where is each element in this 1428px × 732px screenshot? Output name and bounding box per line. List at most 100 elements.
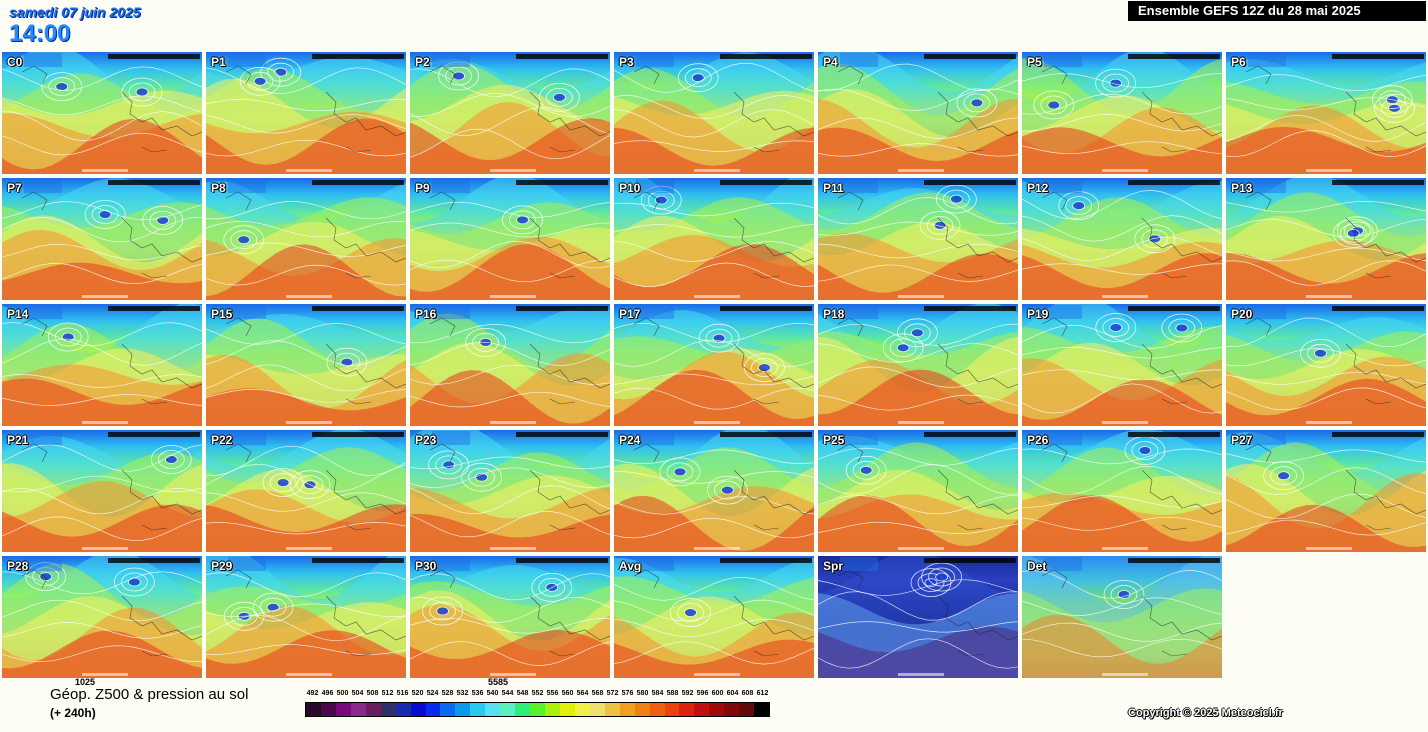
ensemble-map-p8[interactable]: P8 — [206, 178, 406, 300]
scale-tick-label: 560 — [561, 690, 574, 697]
map-logo — [432, 431, 470, 445]
scale-swatch — [604, 703, 620, 716]
ensemble-map-p22[interactable]: P22 — [206, 430, 406, 552]
map-footer-strip — [1102, 421, 1148, 424]
map-header-strip — [1128, 432, 1220, 437]
ensemble-map-grid: C0 P1 P2 P3 P4 P5 P6 P7 P8 P9 P10 P11 P12 P13 P14 P15 P1… — [2, 52, 1426, 678]
map-logo — [228, 305, 266, 319]
ensemble-map-det[interactable]: Det — [1022, 556, 1222, 678]
ensemble-map-c0[interactable]: C0 — [2, 52, 202, 174]
color-scale-bar — [305, 702, 770, 717]
ensemble-map-p16[interactable]: P16 — [410, 304, 610, 426]
ensemble-map-p30[interactable]: P30 — [410, 556, 610, 678]
scale-swatch — [515, 703, 531, 716]
map-header-strip — [516, 432, 608, 437]
ensemble-map-p19[interactable]: P19 — [1022, 304, 1222, 426]
map-footer-strip — [1306, 421, 1352, 424]
scale-swatch — [709, 703, 725, 716]
map-logo — [1248, 305, 1286, 319]
map-header-strip — [1332, 180, 1424, 185]
ensemble-map-p23[interactable]: P23 — [410, 430, 610, 552]
map-logo — [1248, 53, 1286, 67]
ensemble-map-p6[interactable]: P6 — [1226, 52, 1426, 174]
map-footer-strip — [490, 547, 536, 550]
scale-tick-label: 588 — [666, 690, 679, 697]
map-logo — [24, 431, 62, 445]
scale-swatch — [739, 703, 755, 716]
map-field — [410, 52, 610, 174]
map-field — [614, 52, 814, 174]
map-header-strip — [312, 306, 404, 311]
ensemble-map-p11[interactable]: P11 — [818, 178, 1018, 300]
ensemble-map-p4[interactable]: P4 — [818, 52, 1018, 174]
map-header-strip — [924, 180, 1016, 185]
scale-swatch — [365, 703, 381, 716]
ensemble-map-p27[interactable]: P27 — [1226, 430, 1426, 552]
map-field — [2, 304, 202, 426]
scale-swatch — [306, 703, 321, 716]
ensemble-map-p9[interactable]: P9 — [410, 178, 610, 300]
scale-tick-label: 580 — [636, 690, 649, 697]
map-header-strip — [312, 432, 404, 437]
ensemble-map-p1[interactable]: P1 — [206, 52, 406, 174]
ensemble-map-p26[interactable]: P26 — [1022, 430, 1222, 552]
scale-tick-label: 556 — [546, 690, 559, 697]
map-field — [1226, 178, 1426, 300]
ensemble-map-p28[interactable]: P28 — [2, 556, 202, 678]
scale-tick-label: 504 — [351, 690, 364, 697]
ensemble-map-p10[interactable]: P10 — [614, 178, 814, 300]
ensemble-map-avg[interactable]: Avg — [614, 556, 814, 678]
ensemble-map-p20[interactable]: P20 — [1226, 304, 1426, 426]
ensemble-map-p5[interactable]: P5 — [1022, 52, 1222, 174]
ensemble-map-p7[interactable]: P7 — [2, 178, 202, 300]
ensemble-map-p18[interactable]: P18 — [818, 304, 1018, 426]
map-field — [410, 178, 610, 300]
map-header-strip — [312, 54, 404, 59]
legend-title: Géop. Z500 & pression au sol — [50, 686, 249, 703]
map-field — [2, 52, 202, 174]
map-label: P1 — [211, 55, 226, 69]
scale-swatch — [470, 703, 486, 716]
map-footer-strip — [490, 295, 536, 298]
ensemble-map-p29[interactable]: P29 — [206, 556, 406, 678]
map-label: P22 — [211, 433, 233, 447]
ensemble-map-p12[interactable]: P12 — [1022, 178, 1222, 300]
ensemble-map-p2[interactable]: P2 — [410, 52, 610, 174]
map-logo — [432, 557, 470, 571]
map-footer-strip — [286, 295, 332, 298]
map-footer-strip — [694, 547, 740, 550]
map-header-strip — [1128, 180, 1220, 185]
ensemble-map-p21[interactable]: P21 — [2, 430, 202, 552]
ensemble-map-p25[interactable]: P25 — [818, 430, 1018, 552]
map-label: Spr — [823, 559, 844, 573]
map-field — [2, 430, 202, 552]
ensemble-map-p14[interactable]: P14 — [2, 304, 202, 426]
ensemble-map-p15[interactable]: P15 — [206, 304, 406, 426]
map-footer-strip — [1102, 547, 1148, 550]
map-footer-strip — [694, 673, 740, 676]
map-logo — [636, 557, 674, 571]
ensemble-map-p13[interactable]: P13 — [1226, 178, 1426, 300]
map-label: P15 — [211, 307, 233, 321]
map-footer-strip — [286, 169, 332, 172]
scale-tick-label: 604 — [726, 690, 739, 697]
scale-swatch — [649, 703, 665, 716]
ensemble-map-p17[interactable]: P17 — [614, 304, 814, 426]
map-footer-strip — [694, 295, 740, 298]
map-logo — [24, 179, 62, 193]
map-footer-strip — [82, 421, 128, 424]
map-logo — [228, 179, 266, 193]
map-logo — [636, 179, 674, 193]
scale-tick-label: 584 — [651, 690, 664, 697]
scale-tick-label: 536 — [471, 690, 484, 697]
map-logo — [24, 305, 62, 319]
scale-tick-label: 600 — [711, 690, 724, 697]
scale-tick-label: 528 — [441, 690, 454, 697]
map-logo — [840, 557, 878, 571]
ensemble-map-spr[interactable]: Spr — [818, 556, 1018, 678]
scale-tick-label: 592 — [681, 690, 694, 697]
map-label: P25 — [823, 433, 845, 447]
scale-tick-label: 540 — [486, 690, 499, 697]
ensemble-map-p3[interactable]: P3 — [614, 52, 814, 174]
ensemble-map-p24[interactable]: P24 — [614, 430, 814, 552]
